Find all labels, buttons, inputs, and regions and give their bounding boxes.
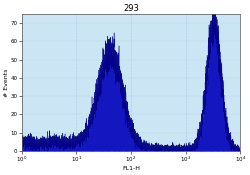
Title: 293: 293 xyxy=(123,4,139,13)
X-axis label: FL1-H: FL1-H xyxy=(122,166,140,171)
Y-axis label: # Events: # Events xyxy=(4,68,9,97)
